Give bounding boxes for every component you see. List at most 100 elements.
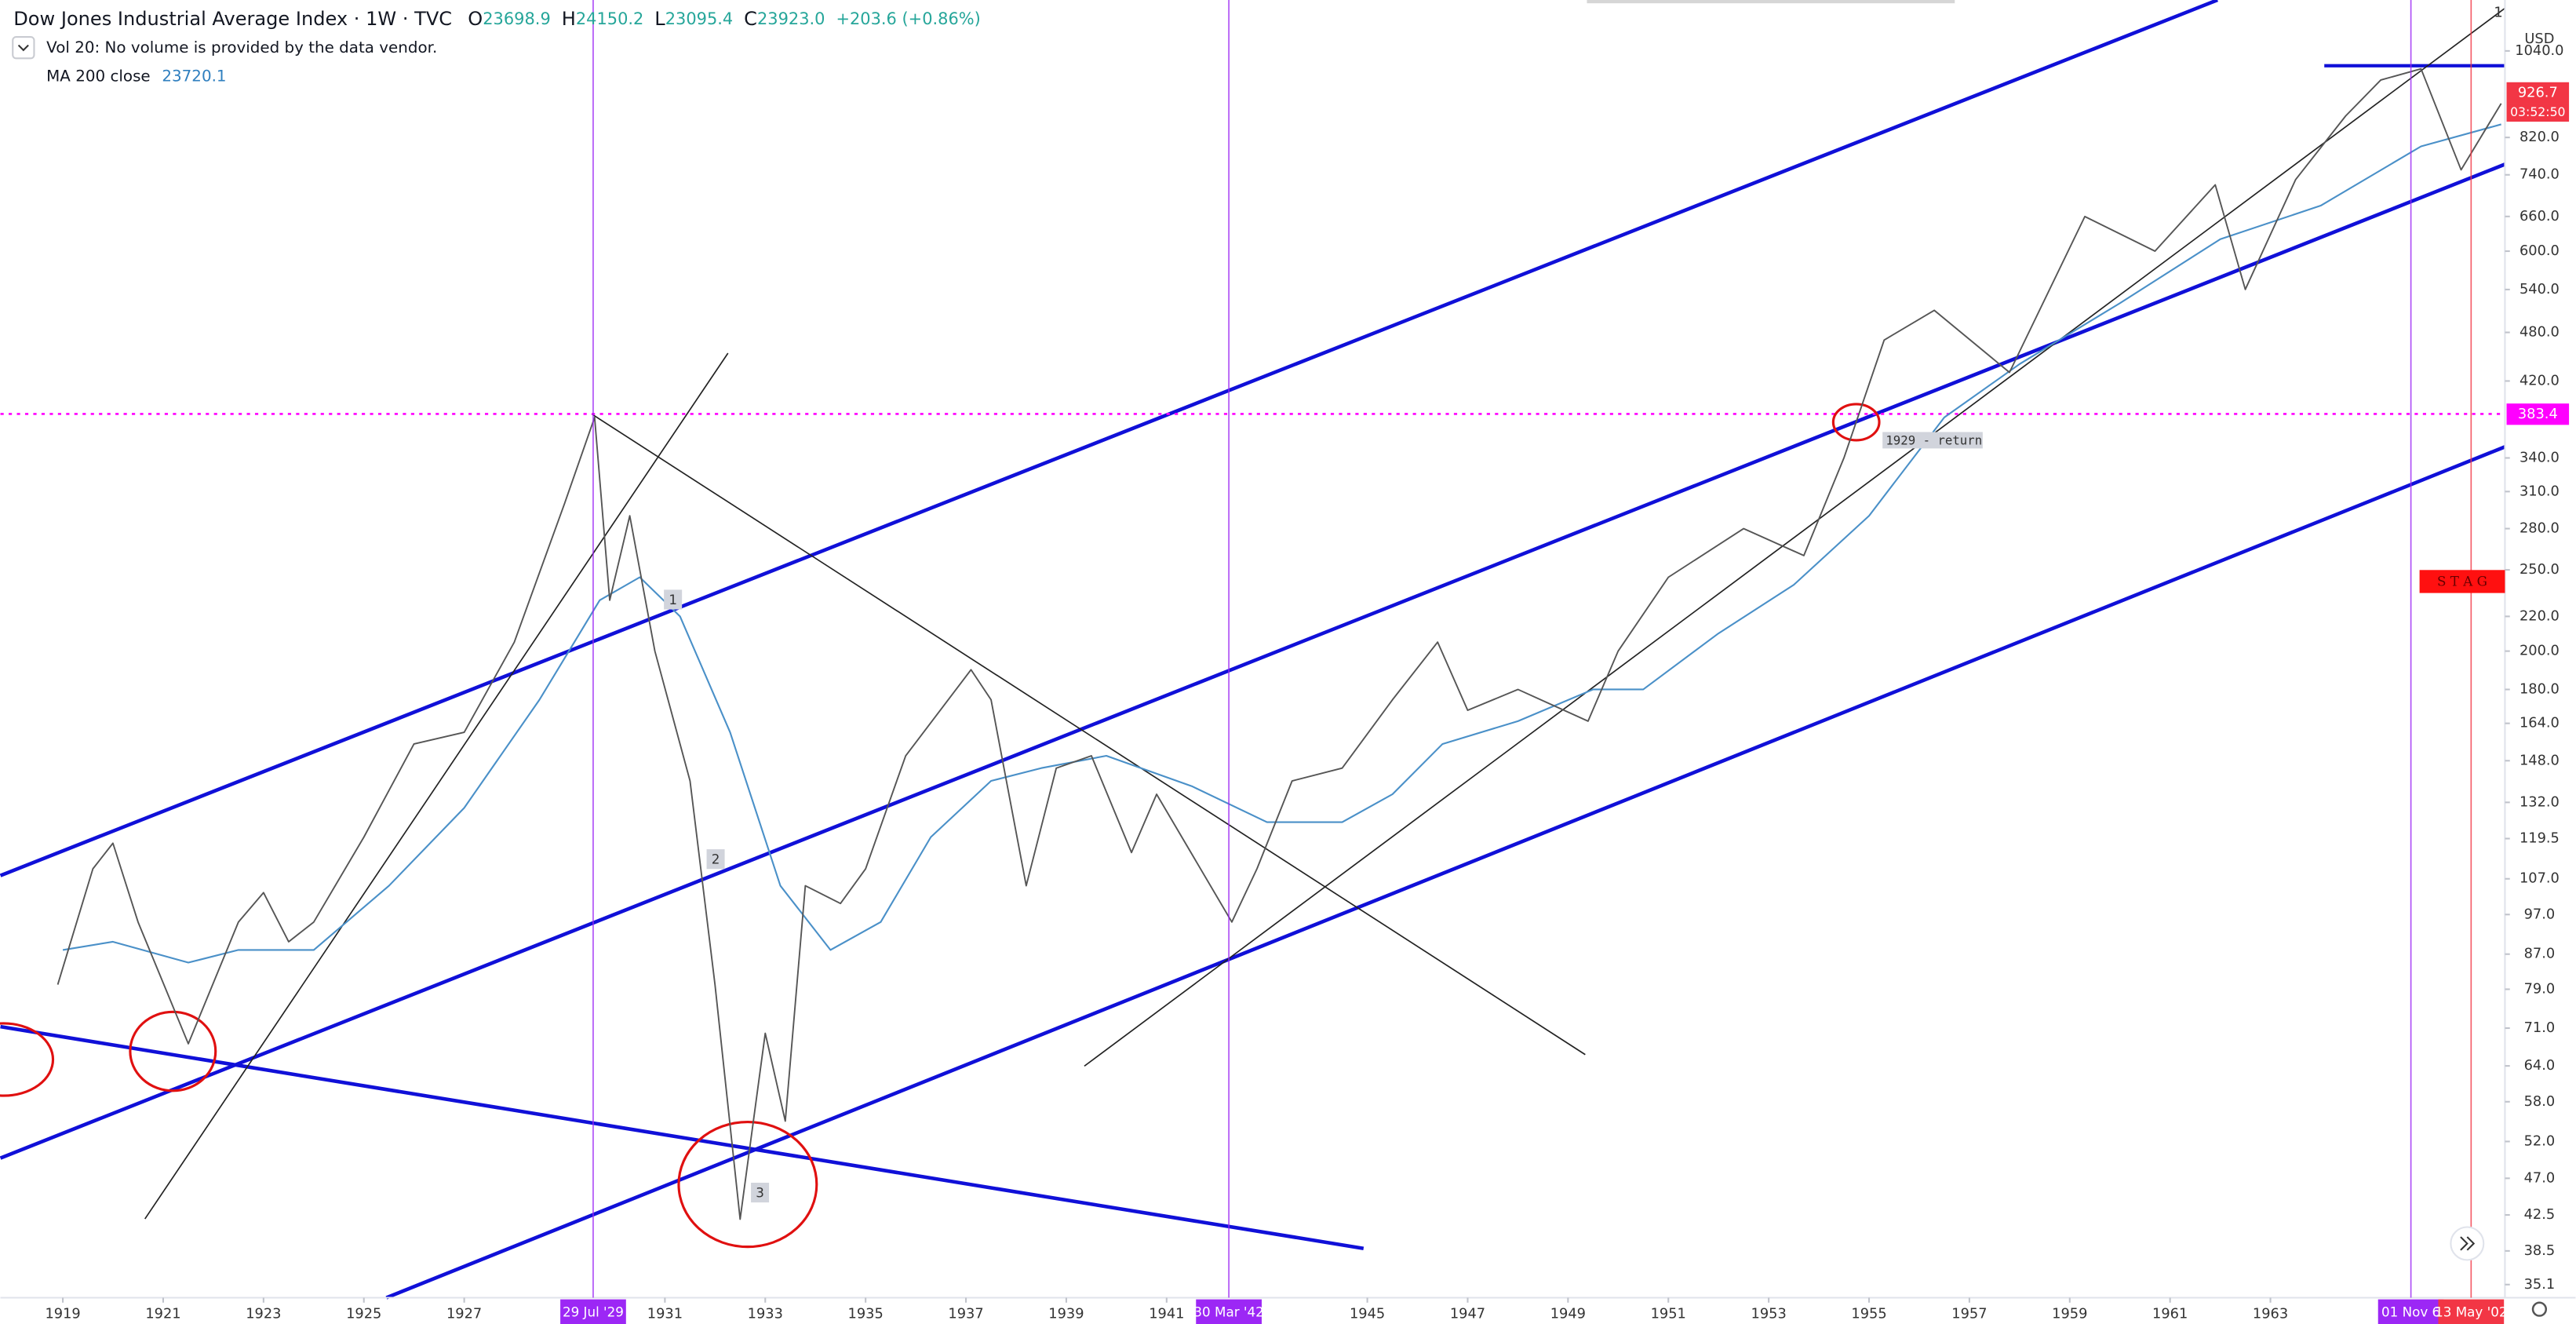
y-tick-label: 79.0 — [2524, 980, 2556, 997]
level-price-tag: 383.4 — [2518, 406, 2558, 422]
y-tick-label: 220.0 — [2520, 607, 2560, 624]
y-tick-label: 132.0 — [2520, 793, 2560, 810]
axis-top-label: 1 — [2494, 5, 2502, 21]
y-tick-label: 87.0 — [2524, 946, 2556, 962]
moving-average-line — [62, 123, 2501, 964]
ohlc-label: L — [654, 8, 665, 30]
currency-label: USD — [2524, 31, 2554, 47]
price-line — [56, 67, 2502, 1220]
y-tick-label: 164.0 — [2520, 715, 2560, 731]
wave-label: 2 — [712, 852, 720, 867]
wave-label: 3 — [756, 1185, 764, 1201]
countdown-label: 03:52:50 — [2510, 104, 2565, 119]
note-text: 1929 - return — [1886, 432, 1982, 447]
y-tick-label: 71.0 — [2524, 1019, 2556, 1036]
ma-value: 23720.1 — [162, 67, 226, 85]
y-tick-label: 280.0 — [2520, 520, 2560, 537]
y-tick-label: 600.0 — [2520, 243, 2560, 259]
symbol-title: Dow Jones Industrial Average Index · 1W … — [13, 8, 452, 30]
date-tag — [2438, 1299, 2505, 1324]
y-tick-label: 119.5 — [2520, 830, 2560, 846]
x-tick-label: 1961 — [2152, 1305, 2188, 1322]
y-tick-label: 97.0 — [2524, 906, 2556, 922]
x-tick-label: 1935 — [848, 1305, 884, 1322]
x-tick-label: 1941 — [1149, 1305, 1184, 1322]
y-tick-label: 64.0 — [2524, 1057, 2556, 1074]
y-tick-label: 47.0 — [2524, 1169, 2556, 1186]
volume-note: Vol 20: No volume is provided by the dat… — [46, 38, 437, 57]
date-tag-label: 29 Jul '29 — [563, 1304, 624, 1319]
x-tick-label: 1933 — [748, 1305, 783, 1322]
scroll-icon — [2460, 1236, 2476, 1251]
x-tick-label: 1957 — [1951, 1305, 1987, 1322]
stag-text: S T A G — [2437, 573, 2487, 589]
change-value: +203.6 (+0.86%) — [836, 9, 980, 28]
x-tick-label: 1919 — [45, 1305, 80, 1322]
y-tick-label: 660.0 — [2520, 208, 2560, 224]
x-tick-label: 1925 — [346, 1305, 381, 1322]
date-tag-label: 13 May '02 — [2435, 1304, 2507, 1319]
y-tick-label: 180.0 — [2520, 680, 2560, 697]
y-tick-label: 42.5 — [2524, 1206, 2556, 1223]
ohlc-value: 23095.4 — [665, 9, 734, 28]
y-tick-label: 420.0 — [2520, 372, 2560, 388]
x-tick-label: 1951 — [1651, 1305, 1686, 1322]
y-tick-label: 820.0 — [2520, 129, 2560, 145]
legend-header: Dow Jones Industrial Average Index · 1W … — [13, 8, 981, 30]
ohlc-value: 24150.2 — [576, 9, 644, 28]
x-tick-label: 1955 — [1851, 1305, 1886, 1322]
ohlc-label: H — [562, 8, 576, 30]
channel-line — [0, 0, 2219, 877]
y-tick-label: 107.0 — [2520, 870, 2560, 887]
x-tick-label: 1921 — [145, 1305, 180, 1322]
wave-label-box — [664, 589, 683, 610]
circle-mark — [1831, 403, 1881, 442]
x-tick-label: 1927 — [446, 1305, 482, 1322]
date-tag — [2377, 1299, 2444, 1324]
y-tick-label: 250.0 — [2520, 561, 2560, 578]
circle-mark — [129, 1010, 217, 1092]
toolbar-edge — [1587, 0, 1955, 4]
countdown-box — [2506, 103, 2570, 122]
thin-trend-line — [591, 413, 1586, 1056]
ohlc-value: 23698.9 — [483, 9, 551, 28]
date-tag — [560, 1299, 626, 1324]
thin-trend-line — [144, 352, 729, 1220]
wave-label: 1 — [669, 592, 677, 607]
date-tag-label: 01 Nov 6 — [2381, 1304, 2440, 1319]
x-tick-label: 1937 — [948, 1305, 983, 1322]
y-tick-label: 38.5 — [2524, 1242, 2556, 1259]
last-price-tag: 926.7 — [2518, 84, 2558, 100]
x-tick-label: 1959 — [2052, 1305, 2087, 1322]
y-tick-label: 310.0 — [2520, 483, 2560, 499]
collapse-button[interactable] — [12, 36, 35, 60]
y-tick-label: 340.0 — [2520, 449, 2560, 465]
x-tick-label: 1945 — [1350, 1305, 1385, 1322]
ma-legend: MA 200 close 23720.1 — [46, 67, 226, 85]
date-tag-label: 30 Mar '42 — [1193, 1304, 1263, 1319]
x-tick-label: 1949 — [1550, 1305, 1586, 1322]
wave-label-box — [751, 1182, 770, 1203]
x-tick-label: 1963 — [2253, 1305, 2288, 1322]
circle-mark — [677, 1120, 818, 1249]
channel-line — [385, 445, 2506, 1300]
thin-trend-line — [1084, 7, 2505, 1067]
x-tick-label: 1939 — [1048, 1305, 1084, 1322]
settings-icon[interactable] — [2531, 1301, 2548, 1317]
y-tick-label: 52.0 — [2524, 1133, 2556, 1149]
date-tag — [1196, 1299, 1262, 1324]
y-tick-label: 148.0 — [2520, 752, 2560, 768]
circle-mark — [0, 1022, 55, 1097]
ohlc-label: O — [468, 8, 483, 30]
channel-line — [0, 162, 2506, 1160]
y-tick-label: 540.0 — [2520, 281, 2560, 297]
level-price-tag-box — [2506, 403, 2570, 425]
y-tick-label: 200.0 — [2520, 643, 2560, 659]
ma-name: MA 200 close — [46, 67, 151, 85]
ohlc-value: 23923.0 — [757, 9, 825, 28]
y-tick-label: 480.0 — [2520, 324, 2560, 341]
trend-line — [0, 1024, 1365, 1250]
